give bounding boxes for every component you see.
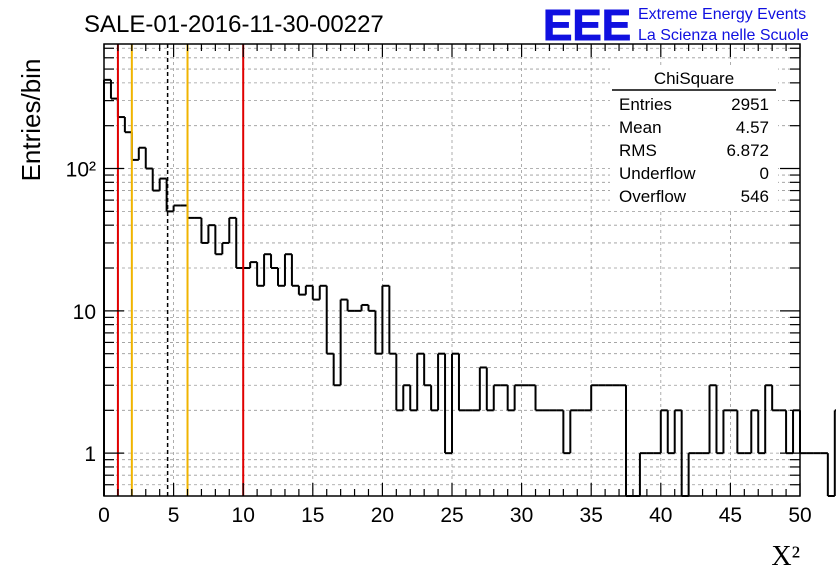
logo-line2: La Scienza nelle Scuole <box>638 27 809 44</box>
stats-row-value: 546 <box>741 187 769 206</box>
stats-row-label: RMS <box>619 141 657 160</box>
axis-ticks <box>103 44 801 496</box>
x-tick-label: 45 <box>719 504 742 527</box>
y-tick-label: 10² <box>66 159 96 182</box>
eee-logo: EEE Extreme Energy Events La Scienza nel… <box>543 1 809 51</box>
x-tick-label: 5 <box>168 504 180 527</box>
logo-line1: Extreme Energy Events <box>638 6 806 23</box>
stats-header: ChiSquare <box>654 69 734 88</box>
y-axis-label: Entries/bin <box>16 59 46 182</box>
x-tick-label: 15 <box>301 504 324 527</box>
x-tick-label: 30 <box>510 504 533 527</box>
x-axis-label: X² <box>771 541 800 572</box>
x-tick-label: 20 <box>371 504 394 527</box>
stats-box: ChiSquare Entries 2951 Mean 4.57 RMS 6.872 Und… <box>610 66 778 210</box>
threshold-lines <box>116 44 245 496</box>
x-tick-label: 10 <box>232 504 255 527</box>
axis-tick-labels: 0 5 10 15 20 25 30 35 40 45 50 1 10 10² <box>66 159 812 527</box>
logo-letters: EEE <box>543 1 631 50</box>
stats-row-value: 6.872 <box>726 141 769 160</box>
stats-row-label: Underflow <box>619 164 696 183</box>
y-tick-label: 1 <box>84 443 96 466</box>
x-tick-label: 25 <box>440 504 463 527</box>
x-tick-label: 40 <box>649 504 672 527</box>
x-tick-label: 0 <box>98 504 110 527</box>
chart-title: SALE-01-2016-11-30-00227 <box>84 11 384 38</box>
stats-row-value: 0 <box>760 164 769 183</box>
stats-row-value: 4.57 <box>736 118 769 137</box>
stats-row-label: Mean <box>619 118 662 137</box>
histogram-series <box>103 78 836 497</box>
x-tick-label: 35 <box>580 504 603 527</box>
stats-row-value: 2951 <box>731 95 769 114</box>
stats-row-label: Overflow <box>619 187 687 206</box>
x-tick-label: 50 <box>788 504 811 527</box>
stats-row-label: Entries <box>619 95 672 114</box>
y-tick-label: 10 <box>73 301 96 324</box>
stats-rows: Entries 2951 Mean 4.57 RMS 6.872 Underflow 0 Ove… <box>619 95 769 206</box>
